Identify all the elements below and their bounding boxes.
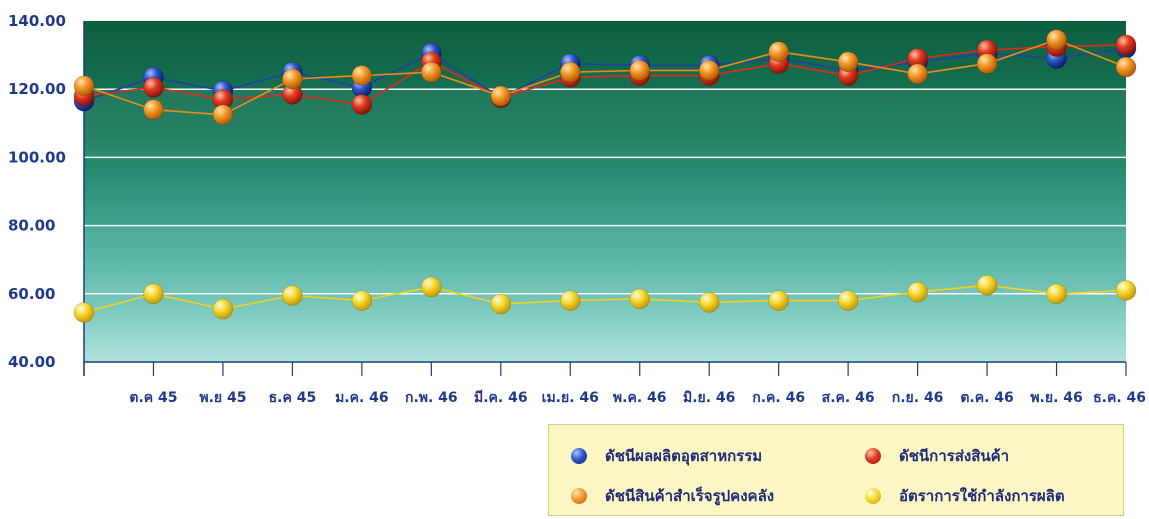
y-tick-label: 100.00 <box>8 148 66 166</box>
legend-item-capacity-utilization: อัตราการใช้กำลังการผลิต <box>865 484 1065 508</box>
data-point <box>73 302 95 323</box>
data-point <box>629 288 650 310</box>
legend-label: ดัชนีผลผลิตอุตสาหกรรม <box>605 447 763 465</box>
x-tick-label: ต.ค 45 <box>129 390 177 406</box>
data-point <box>560 61 581 83</box>
data-point <box>212 104 234 126</box>
x-tick-label: เม.ย. 46 <box>542 390 599 406</box>
data-point <box>768 290 789 311</box>
legend: ดัชนีผลผลิตอุตสาหกรรม ดัชนีการส่งสินค้า … <box>548 424 1124 516</box>
x-tick-label: ต.ค. 46 <box>960 390 1013 406</box>
data-point <box>212 298 234 320</box>
series-line <box>83 38 1127 116</box>
x-tick-label: ธ.ค 45 <box>269 390 317 406</box>
legend-item-shipments: ดัชนีการส่งสินค้า <box>865 444 1009 468</box>
data-point <box>1046 283 1067 305</box>
x-tick-label: ก.พ. 46 <box>405 390 458 406</box>
data-point <box>1115 34 1137 56</box>
legend-item-industrial-production: ดัชนีผลผลิตอุตสาหกรรม <box>571 444 762 468</box>
data-point <box>351 290 373 311</box>
data-point <box>907 281 928 303</box>
data-point <box>143 283 164 305</box>
data-point <box>976 275 998 296</box>
data-point <box>837 290 859 311</box>
data-point <box>1046 29 1067 51</box>
yellow-sphere-icon <box>865 488 881 504</box>
data-point <box>282 285 303 306</box>
data-point <box>351 94 373 115</box>
data-point <box>768 41 789 62</box>
data-point <box>907 63 928 85</box>
x-tick-label: ก.ค. 46 <box>752 390 805 406</box>
data-point <box>560 290 581 311</box>
plot-area <box>84 21 1126 362</box>
y-tick-label: 40.00 <box>8 353 55 371</box>
series-line <box>83 47 1127 102</box>
x-tick-label: พ.ย. 46 <box>1030 390 1082 406</box>
x-tick-label: พ.ย 45 <box>199 390 246 406</box>
data-point <box>976 53 998 74</box>
x-tick-label: ม.ค. 46 <box>335 390 389 406</box>
series-line <box>83 284 1127 314</box>
data-point <box>490 85 512 107</box>
data-point <box>698 60 720 81</box>
blue-sphere-icon <box>571 448 587 464</box>
data-point <box>1115 280 1137 301</box>
data-point <box>351 65 373 86</box>
plot-band <box>84 225 1126 294</box>
data-point <box>490 293 512 315</box>
data-point <box>421 61 442 83</box>
x-tick-label: มี.ค. 46 <box>474 390 528 406</box>
orange-sphere-icon <box>571 488 587 504</box>
legend-label: ดัชนีสินค้าสำเร็จรูปคงคลัง <box>605 487 775 505</box>
y-tick-label: 60.00 <box>8 285 55 303</box>
y-tick-label: 140.00 <box>8 12 66 30</box>
x-tick-label: พ.ค. 46 <box>613 390 667 406</box>
y-tick-label: 80.00 <box>8 217 55 235</box>
x-tick-label: ธ.ค. 46 <box>1093 390 1146 406</box>
legend-label: อัตราการใช้กำลังการผลิต <box>899 487 1065 505</box>
y-tick-label: 120.00 <box>8 80 66 98</box>
data-point <box>629 60 650 81</box>
data-point <box>73 75 95 97</box>
data-point <box>143 99 164 120</box>
legend-item-finished-goods-inventory: ดัชนีสินค้าสำเร็จรูปคงคลัง <box>571 484 774 508</box>
x-tick-label: มิ.ย. 46 <box>683 390 735 406</box>
data-point <box>421 276 442 298</box>
legend-label: ดัชนีการส่งสินค้า <box>899 447 1010 465</box>
data-point <box>698 292 720 313</box>
line-chart: 40.00 60.00 80.00 100.00 120.00 140.00 ต.ค 45… <box>8 12 1146 406</box>
data-point <box>1115 56 1137 78</box>
plot-band <box>84 89 1126 158</box>
x-tick-label: ส.ค. 46 <box>822 390 875 406</box>
red-sphere-icon <box>865 448 881 464</box>
data-point <box>143 77 164 98</box>
data-point <box>837 51 859 73</box>
data-point <box>282 68 303 90</box>
x-tick-label: ก.ย. 46 <box>892 390 944 406</box>
